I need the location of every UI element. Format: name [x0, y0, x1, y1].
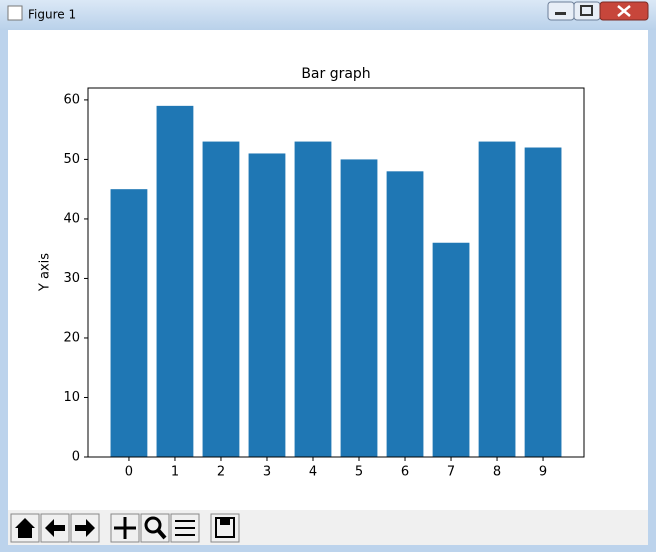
bar	[294, 141, 332, 457]
home-icon	[15, 518, 35, 538]
chart-title: Bar graph	[301, 66, 370, 82]
maximize-button[interactable]	[573, 1, 601, 21]
x-tick-label: 7	[447, 465, 455, 480]
y-tick-label: 50	[63, 152, 80, 167]
save-icon	[215, 517, 235, 538]
x-tick-label: 4	[309, 465, 317, 480]
x-tick-label: 1	[171, 465, 179, 480]
y-tick-label: 30	[63, 271, 80, 286]
bar	[386, 171, 424, 458]
toolbar-buttons	[10, 513, 240, 543]
bar	[110, 189, 148, 457]
x-tick-label: 0	[125, 465, 133, 480]
y-tick-label: 60	[63, 92, 80, 107]
x-tick-label: 8	[493, 465, 501, 480]
forward-icon	[75, 519, 95, 537]
back-icon	[45, 519, 65, 537]
toolbar	[8, 510, 648, 545]
bar	[340, 159, 378, 457]
maximize-icon	[580, 5, 593, 16]
bar	[156, 105, 194, 458]
x-tick-label: 5	[355, 465, 363, 480]
close-icon	[617, 5, 631, 17]
zoom-icon	[144, 516, 162, 534]
bar	[478, 141, 516, 457]
bar	[202, 141, 240, 457]
axes-frame	[87, 87, 585, 458]
plot: 0 10 20 30 40 50 60 0 1 2 3 4 5 6 7 8 9	[63, 92, 562, 480]
x-tick-label: 9	[539, 465, 547, 480]
app-icon	[7, 5, 23, 21]
minimize-button[interactable]	[547, 1, 575, 21]
bar	[432, 242, 470, 457]
bar	[524, 147, 562, 458]
pan-icon	[114, 517, 136, 539]
zoom-handle	[156, 528, 167, 540]
y-tick-label: 40	[63, 211, 80, 226]
x-tick-label: 6	[401, 465, 409, 480]
y-tick-label: 0	[72, 450, 80, 465]
y-tick-label: 10	[63, 390, 80, 405]
window-title: Figure 1	[28, 8, 76, 22]
configure-icon	[175, 520, 195, 536]
y-axis-label: Y axis	[38, 253, 53, 292]
bar	[248, 153, 286, 457]
x-tick-label: 3	[263, 465, 271, 480]
title-bar	[0, 0, 656, 30]
save-icon-label	[220, 519, 230, 525]
y-tick-label: 20	[63, 330, 80, 345]
minimize-icon	[555, 12, 566, 15]
x-tick-label: 2	[217, 465, 225, 480]
